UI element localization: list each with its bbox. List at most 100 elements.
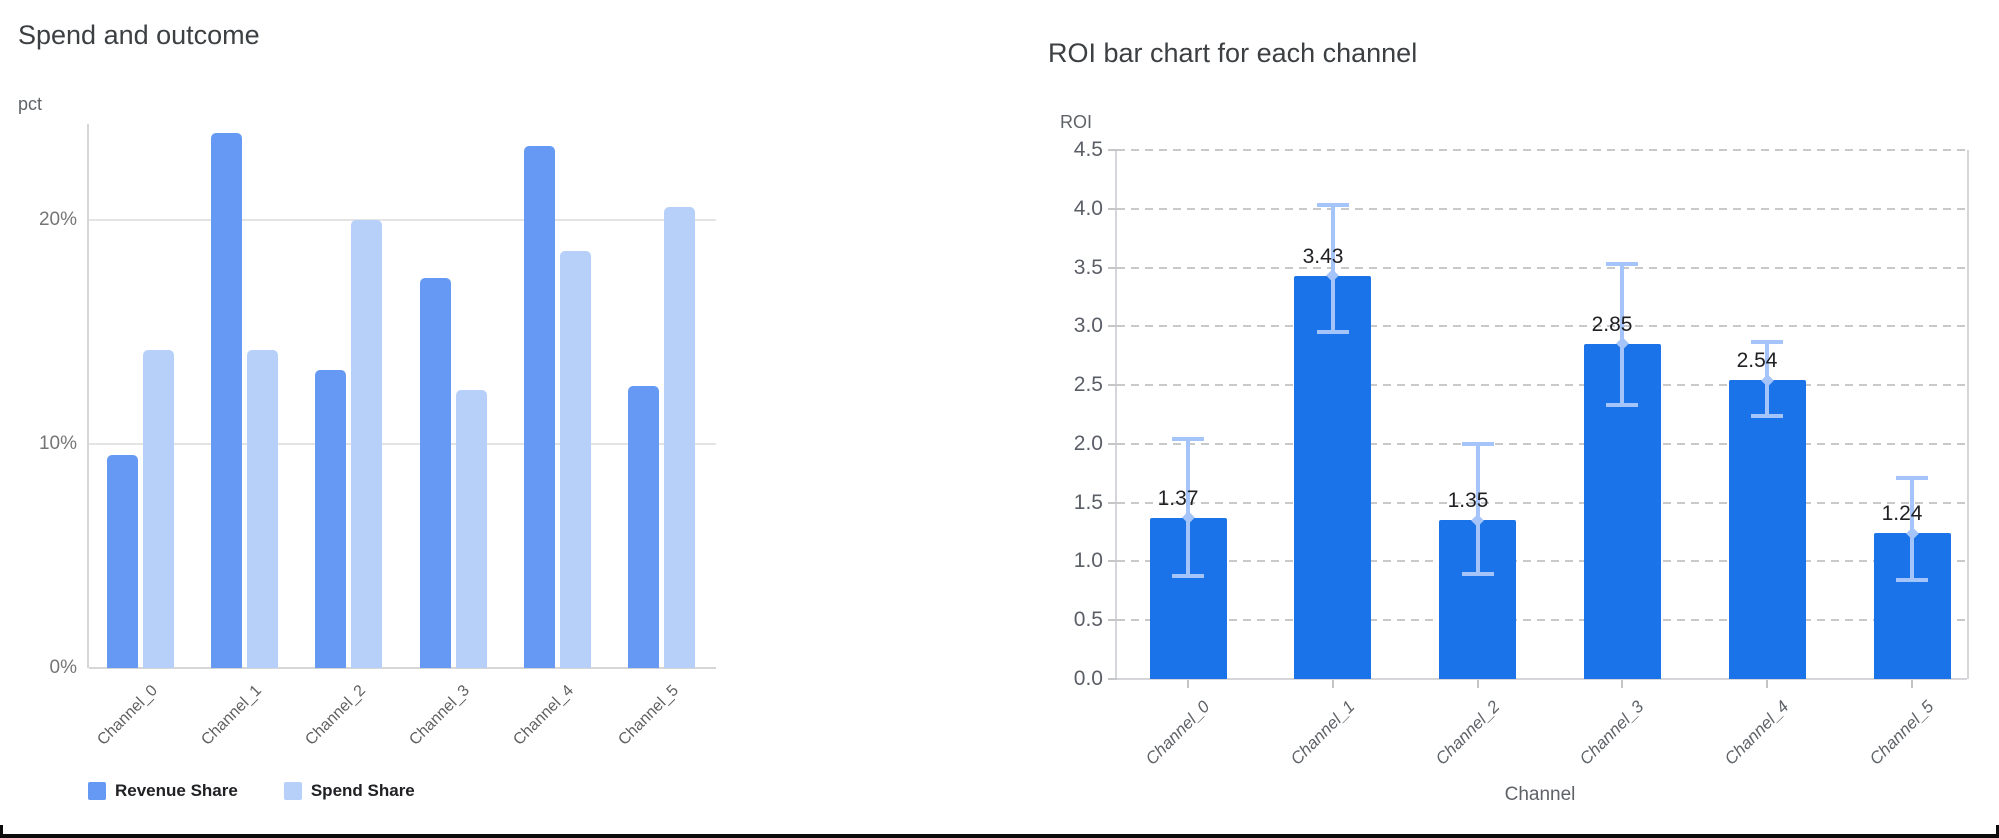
right-baseline xyxy=(1117,678,1967,680)
left-chart-title: Spend and outcome xyxy=(18,20,260,50)
value-label-channel_1: 3.43 xyxy=(1302,245,1344,268)
left-gridline-0% xyxy=(89,667,716,669)
right-ytick-mark-2.5 xyxy=(1108,384,1117,387)
error-cap-low-channel_1 xyxy=(1317,330,1349,334)
right-gridline-4.5 xyxy=(1117,148,1967,151)
bar-spend-share-channel_3[interactable] xyxy=(456,390,487,668)
right-xtick-mark-channel_1 xyxy=(1332,680,1334,688)
right-plot-area: 0.0 0.5 1.0 1.5 2.0 2.5 3.0 3.5 4.0 4.5 1.37 Channe… xyxy=(1074,138,1969,769)
right-xtick-mark-channel_3 xyxy=(1621,680,1623,688)
error-whisker-channel_3 xyxy=(1620,264,1624,405)
left-gridline-10% xyxy=(89,443,716,445)
right-ytick-mark-1.0 xyxy=(1108,560,1117,563)
right-gridline-2.0 xyxy=(1117,442,1967,445)
right-gridline-3.0 xyxy=(1117,325,1967,328)
error-cap-low-channel_3 xyxy=(1606,403,1638,407)
bar-revenue-share-channel_5[interactable] xyxy=(628,386,659,668)
right-ytick-mark-2.0 xyxy=(1108,442,1117,445)
right-xtick-mark-channel_2 xyxy=(1477,680,1479,688)
right-xtick-mark-channel_4 xyxy=(1766,680,1768,688)
window-bottom-border xyxy=(0,825,1999,838)
value-label-channel_4: 2.54 xyxy=(1736,349,1778,372)
right-ytick-mark-3.5 xyxy=(1108,266,1117,269)
legend-label-spend-share: Spend Share xyxy=(310,781,415,800)
spend-share-swatch xyxy=(283,782,302,800)
error-cap-low-channel_4 xyxy=(1751,414,1783,418)
bar-roi-channel_4[interactable] xyxy=(1729,380,1806,679)
legend-item-spend-share[interactable]: Spend Share xyxy=(283,781,415,801)
left-xtick-channel_0: Channel_0 xyxy=(94,682,162,749)
error-cap-high-channel_5 xyxy=(1896,476,1928,480)
error-cap-low-channel_5 xyxy=(1896,578,1928,582)
left-xtick-channel_1: Channel_1 xyxy=(198,682,266,749)
right-ytick-1.0: 1.0 xyxy=(1073,549,1103,573)
bar-spend-share-channel_0[interactable] xyxy=(143,350,174,668)
left-gridline-20% xyxy=(89,219,716,221)
right-ytick-1.5: 1.5 xyxy=(1073,490,1103,514)
bar-revenue-share-channel_1[interactable] xyxy=(211,133,242,668)
left-xtick-channel_2: Channel_2 xyxy=(302,682,370,749)
roi-chart: ROI bar chart for each channel ROI 0.0 0.… xyxy=(1048,0,1999,838)
spend-outcome-chart: Spend and outcome pct 0% 10% 20% Channel_0 C… xyxy=(0,0,740,838)
bar-roi-channel_1[interactable] xyxy=(1294,276,1371,679)
right-gridline-2.5 xyxy=(1117,384,1967,387)
bar-spend-share-channel_5[interactable] xyxy=(664,207,695,668)
legend-item-revenue-share[interactable]: Revenue Share xyxy=(88,781,238,801)
right-xtick-channel_3: Channel_3 xyxy=(1575,697,1648,769)
error-whisker-channel_1 xyxy=(1331,205,1335,332)
right-xtick-channel_1: Channel_1 xyxy=(1286,697,1359,769)
value-label-channel_3: 2.85 xyxy=(1591,313,1633,336)
error-cap-high-channel_2 xyxy=(1462,442,1494,446)
error-cap-high-channel_1 xyxy=(1317,203,1349,207)
right-chart-unit-label: ROI xyxy=(1060,112,1093,132)
right-gridline-3.5 xyxy=(1117,266,1967,269)
right-gridline-4.0 xyxy=(1117,207,1967,210)
right-ytick-0.0: 0.0 xyxy=(1073,667,1103,690)
bar-spend-share-channel_2[interactable] xyxy=(351,220,382,668)
right-ytick-mark-4.5 xyxy=(1108,148,1117,151)
right-ytick-mark-0.5 xyxy=(1108,619,1117,622)
right-ytick-mark-4.0 xyxy=(1108,207,1117,210)
bar-revenue-share-channel_0[interactable] xyxy=(107,455,138,668)
bar-spend-share-channel_4[interactable] xyxy=(560,251,591,668)
left-xtick-channel_4: Channel_4 xyxy=(510,682,578,749)
bar-revenue-share-channel_3[interactable] xyxy=(420,278,451,668)
left-xtick-channel_3: Channel_3 xyxy=(406,682,474,749)
right-ytick-2.0: 2.0 xyxy=(1073,431,1103,455)
error-whisker-channel_0 xyxy=(1186,440,1190,576)
right-xtick-mark-channel_5 xyxy=(1911,680,1913,688)
bar-spend-share-channel_1[interactable] xyxy=(247,350,278,668)
right-ytick-mark-3.0 xyxy=(1108,325,1117,328)
left-xtick-channel_5: Channel_5 xyxy=(615,682,683,749)
left-ytick-20%: 20% xyxy=(38,209,77,230)
bar-revenue-share-channel_2[interactable] xyxy=(315,370,346,668)
error-whisker-channel_2 xyxy=(1476,444,1480,574)
right-ytick-mark-0.0 xyxy=(1108,678,1117,680)
left-chart-unit-label: pct xyxy=(18,94,43,114)
value-label-channel_0: 1.37 xyxy=(1157,487,1199,510)
right-chart-title: ROI bar chart for each channel xyxy=(1048,38,1418,68)
error-cap-low-channel_0 xyxy=(1172,574,1204,578)
revenue-share-swatch xyxy=(88,782,106,800)
right-chart-x-axis-title: Channel xyxy=(1504,784,1576,805)
right-ytick-mark-1.5 xyxy=(1108,501,1117,504)
right-xtick-mark-channel_0 xyxy=(1187,680,1189,688)
left-plot-area: 0% 10% 20% Channel_0 Channel_1 Channel_2 Chann… xyxy=(39,124,716,749)
right-gridline-1.5 xyxy=(1117,501,1967,504)
right-gridline-0.5 xyxy=(1117,619,1967,622)
left-chart-legend: Revenue Share Spend Share xyxy=(88,781,415,801)
bar-revenue-share-channel_4[interactable] xyxy=(524,146,555,668)
value-label-channel_2: 1.35 xyxy=(1447,489,1489,512)
left-ytick-0%: 0% xyxy=(49,657,77,678)
error-cap-low-channel_2 xyxy=(1462,572,1494,576)
error-cap-high-channel_4 xyxy=(1751,340,1783,344)
right-ytick-0.5: 0.5 xyxy=(1073,608,1103,632)
right-xtick-channel_2: Channel_2 xyxy=(1431,697,1504,769)
legend-label-revenue-share: Revenue Share xyxy=(115,781,238,800)
right-ytick-3.5: 3.5 xyxy=(1073,255,1103,279)
right-ytick-4.0: 4.0 xyxy=(1073,196,1103,220)
error-cap-high-channel_3 xyxy=(1606,262,1638,266)
right-xtick-channel_4: Channel_4 xyxy=(1720,697,1793,769)
right-ytick-3.0: 3.0 xyxy=(1073,314,1103,338)
